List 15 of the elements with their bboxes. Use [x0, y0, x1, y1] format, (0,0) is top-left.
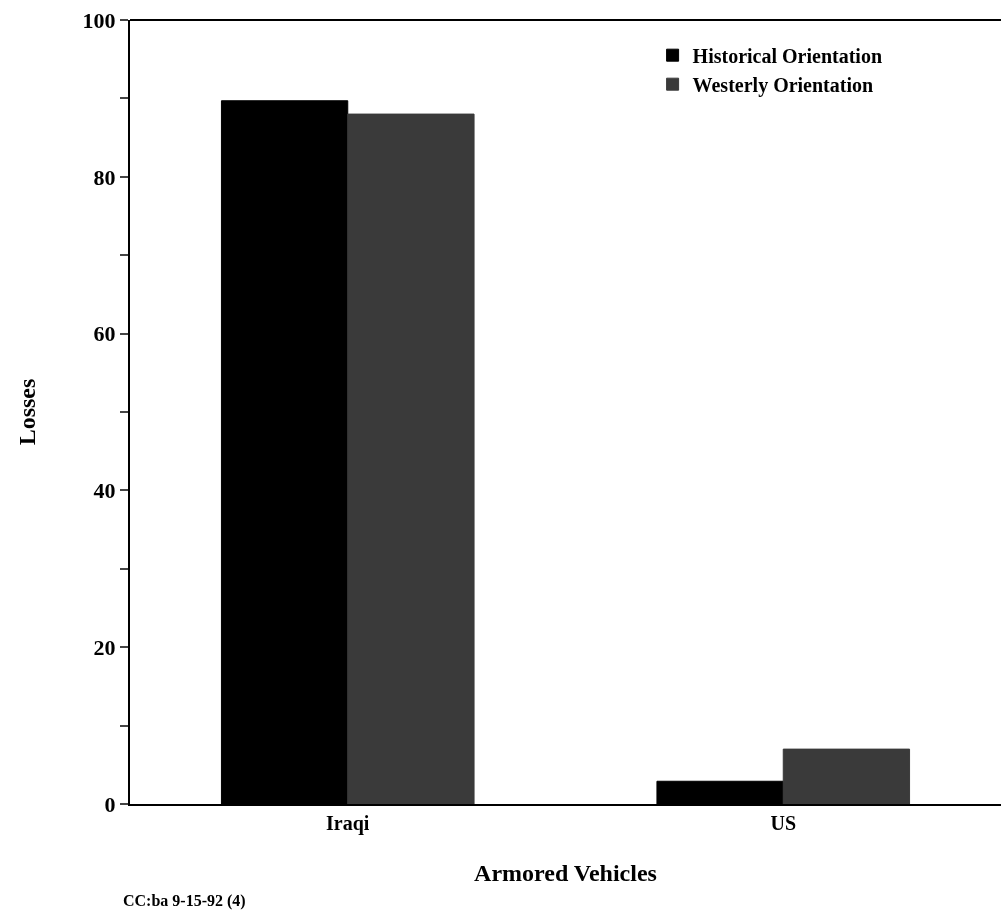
legend-label: Westerly Orientation [692, 73, 874, 97]
y-tick-label: 80 [93, 164, 116, 190]
y-axis-title: Losses [14, 378, 41, 446]
bar [347, 113, 475, 804]
y-tick-label: 0 [104, 791, 116, 817]
text: CC:ba 9-15-92 (4) [123, 892, 246, 910]
y-tick-label: 100 [82, 7, 116, 33]
y-tick-label: 60 [93, 321, 116, 347]
y-tick-label: 40 [93, 478, 116, 504]
y-tick-label: 20 [93, 634, 116, 660]
legend-label: Historical Orientation [692, 44, 883, 67]
x-axis-title: Armored Vehicles [474, 859, 657, 886]
x-tick-label: US [770, 812, 797, 834]
bar [782, 748, 911, 804]
x-tick-label: Iraqi [326, 812, 370, 835]
